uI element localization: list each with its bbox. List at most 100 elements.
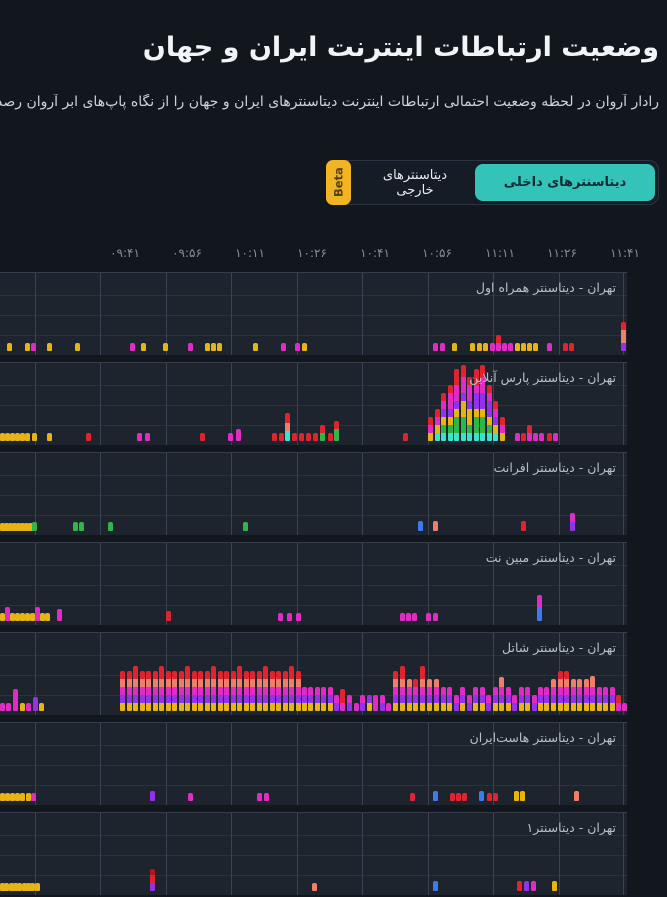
status-bar[interactable]	[257, 671, 262, 711]
status-bar[interactable]	[166, 611, 171, 621]
status-bar[interactable]	[35, 607, 40, 621]
status-bar[interactable]	[57, 609, 62, 621]
status-bar[interactable]	[456, 793, 461, 801]
status-bar[interactable]	[130, 343, 135, 351]
status-bar[interactable]	[276, 671, 281, 711]
status-bar[interactable]	[500, 417, 505, 441]
status-bar[interactable]	[525, 687, 530, 711]
status-bar[interactable]	[30, 883, 35, 891]
status-bar[interactable]	[15, 793, 20, 801]
status-bar[interactable]	[16, 523, 21, 531]
status-bar[interactable]	[0, 883, 5, 891]
status-bar[interactable]	[306, 433, 311, 441]
status-bar[interactable]	[15, 433, 20, 441]
status-bar[interactable]	[433, 613, 438, 621]
status-bar[interactable]	[281, 343, 286, 351]
status-bar[interactable]	[386, 703, 391, 711]
status-bar[interactable]	[538, 687, 543, 711]
status-bar[interactable]	[520, 791, 525, 801]
status-bar[interactable]	[179, 671, 184, 711]
status-bar[interactable]	[610, 687, 615, 711]
status-bar[interactable]	[515, 343, 520, 351]
status-bar[interactable]	[480, 687, 485, 711]
status-bar[interactable]	[188, 793, 193, 801]
status-bar[interactable]	[120, 671, 125, 711]
status-bar[interactable]	[0, 703, 5, 711]
status-bar[interactable]	[407, 679, 412, 711]
status-bar[interactable]	[441, 687, 446, 711]
status-bar[interactable]	[150, 791, 155, 801]
status-bar[interactable]	[486, 695, 491, 711]
status-bar[interactable]	[328, 687, 333, 711]
status-bar[interactable]	[406, 613, 411, 621]
status-bar[interactable]	[380, 695, 385, 711]
status-bar[interactable]	[367, 695, 372, 711]
status-bar[interactable]	[25, 433, 30, 441]
status-bar[interactable]	[454, 369, 459, 441]
status-bar[interactable]	[263, 666, 268, 711]
status-bar[interactable]	[426, 613, 431, 621]
status-bar[interactable]	[250, 671, 255, 711]
status-bar[interactable]	[334, 421, 339, 441]
status-bar[interactable]	[289, 666, 294, 711]
status-bar[interactable]	[270, 671, 275, 711]
status-bar[interactable]	[296, 613, 301, 621]
status-bar[interactable]	[474, 369, 479, 441]
status-bar[interactable]	[427, 679, 432, 711]
status-bar[interactable]	[508, 343, 513, 351]
status-bar[interactable]	[434, 679, 439, 711]
status-bar[interactable]	[31, 343, 36, 351]
status-bar[interactable]	[26, 793, 31, 801]
status-bar[interactable]	[257, 793, 262, 801]
status-bar[interactable]	[487, 793, 492, 801]
status-bar[interactable]	[320, 425, 325, 441]
status-bar[interactable]	[552, 881, 557, 891]
status-bar[interactable]	[527, 343, 532, 351]
status-bar[interactable]	[10, 613, 15, 621]
status-bar[interactable]	[479, 791, 484, 801]
status-bar[interactable]	[496, 335, 501, 351]
status-bar[interactable]	[433, 343, 438, 351]
status-bar[interactable]	[551, 679, 556, 711]
status-bar[interactable]	[577, 679, 582, 711]
status-bar[interactable]	[533, 343, 538, 351]
status-bar[interactable]	[413, 679, 418, 711]
status-bar[interactable]	[159, 666, 164, 711]
status-bar[interactable]	[5, 607, 10, 621]
status-bar[interactable]	[0, 613, 5, 621]
status-bar[interactable]	[420, 666, 425, 711]
status-bar[interactable]	[467, 695, 472, 711]
status-bar[interactable]	[4, 523, 9, 531]
status-bar[interactable]	[228, 433, 233, 441]
status-bar[interactable]	[531, 881, 536, 891]
status-bar[interactable]	[517, 881, 522, 891]
status-bar[interactable]	[312, 883, 317, 891]
status-bar[interactable]	[40, 613, 45, 621]
status-bar[interactable]	[547, 343, 552, 351]
status-bar[interactable]	[490, 343, 495, 351]
status-bar[interactable]	[7, 343, 12, 351]
status-bar[interactable]	[10, 793, 15, 801]
status-bar[interactable]	[547, 433, 552, 441]
status-bar[interactable]	[553, 433, 558, 441]
status-bar[interactable]	[5, 793, 10, 801]
status-bar[interactable]	[13, 689, 18, 711]
status-bar[interactable]	[521, 343, 526, 351]
status-bar[interactable]	[31, 793, 36, 801]
status-bar[interactable]	[493, 687, 498, 711]
status-bar[interactable]	[499, 677, 504, 711]
status-bar[interactable]	[571, 679, 576, 711]
status-bar[interactable]	[393, 671, 398, 711]
status-bar[interactable]	[272, 433, 277, 441]
status-bar[interactable]	[9, 883, 14, 891]
status-bar[interactable]	[521, 433, 526, 441]
status-bar[interactable]	[622, 703, 627, 711]
status-bar[interactable]	[506, 687, 511, 711]
status-bar[interactable]	[47, 433, 52, 441]
status-bar[interactable]	[163, 343, 168, 351]
status-bar[interactable]	[480, 365, 485, 441]
status-bar[interactable]	[296, 671, 301, 711]
status-bar[interactable]	[279, 433, 284, 441]
tab-domestic-datacenters[interactable]: دیتاسنترهای داخلی	[475, 164, 655, 201]
status-bar[interactable]	[218, 671, 223, 711]
